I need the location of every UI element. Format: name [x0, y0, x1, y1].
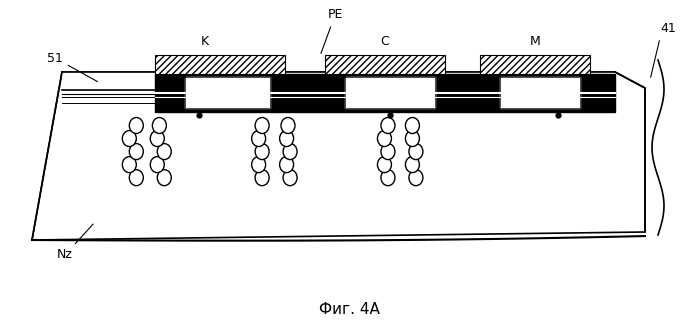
Bar	[325, 55, 445, 74]
Text: PE: PE	[321, 8, 343, 53]
Ellipse shape	[255, 170, 269, 186]
Ellipse shape	[152, 117, 166, 134]
Polygon shape	[155, 74, 615, 112]
Ellipse shape	[157, 170, 171, 186]
Polygon shape	[185, 77, 270, 108]
Text: 51: 51	[47, 52, 98, 82]
Ellipse shape	[122, 130, 136, 147]
Text: Фиг. 4A: Фиг. 4A	[319, 303, 380, 318]
Text: K: K	[201, 35, 209, 48]
Ellipse shape	[255, 117, 269, 134]
Ellipse shape	[252, 130, 266, 147]
Polygon shape	[32, 72, 645, 240]
Ellipse shape	[157, 143, 171, 160]
Ellipse shape	[283, 170, 297, 186]
Ellipse shape	[255, 143, 269, 160]
Ellipse shape	[409, 170, 423, 186]
Ellipse shape	[381, 143, 395, 160]
Ellipse shape	[129, 170, 143, 186]
Ellipse shape	[129, 143, 143, 160]
Bar	[155, 55, 285, 74]
Polygon shape	[345, 77, 435, 108]
Text: Nz: Nz	[57, 224, 93, 261]
Ellipse shape	[122, 156, 136, 173]
Bar	[480, 55, 590, 74]
Text: C: C	[381, 35, 389, 48]
Polygon shape	[500, 77, 580, 108]
Ellipse shape	[150, 130, 164, 147]
Ellipse shape	[405, 130, 419, 147]
Ellipse shape	[252, 156, 266, 173]
Ellipse shape	[281, 117, 295, 134]
Text: 41: 41	[660, 22, 676, 35]
Ellipse shape	[409, 143, 423, 160]
Ellipse shape	[377, 156, 391, 173]
Polygon shape	[62, 72, 615, 90]
Ellipse shape	[129, 117, 143, 134]
Ellipse shape	[381, 117, 395, 134]
Ellipse shape	[405, 156, 419, 173]
Ellipse shape	[377, 130, 391, 147]
Ellipse shape	[280, 130, 294, 147]
Ellipse shape	[381, 170, 395, 186]
Text: M: M	[530, 35, 540, 48]
Ellipse shape	[405, 117, 419, 134]
Ellipse shape	[283, 143, 297, 160]
Ellipse shape	[150, 156, 164, 173]
Ellipse shape	[280, 156, 294, 173]
